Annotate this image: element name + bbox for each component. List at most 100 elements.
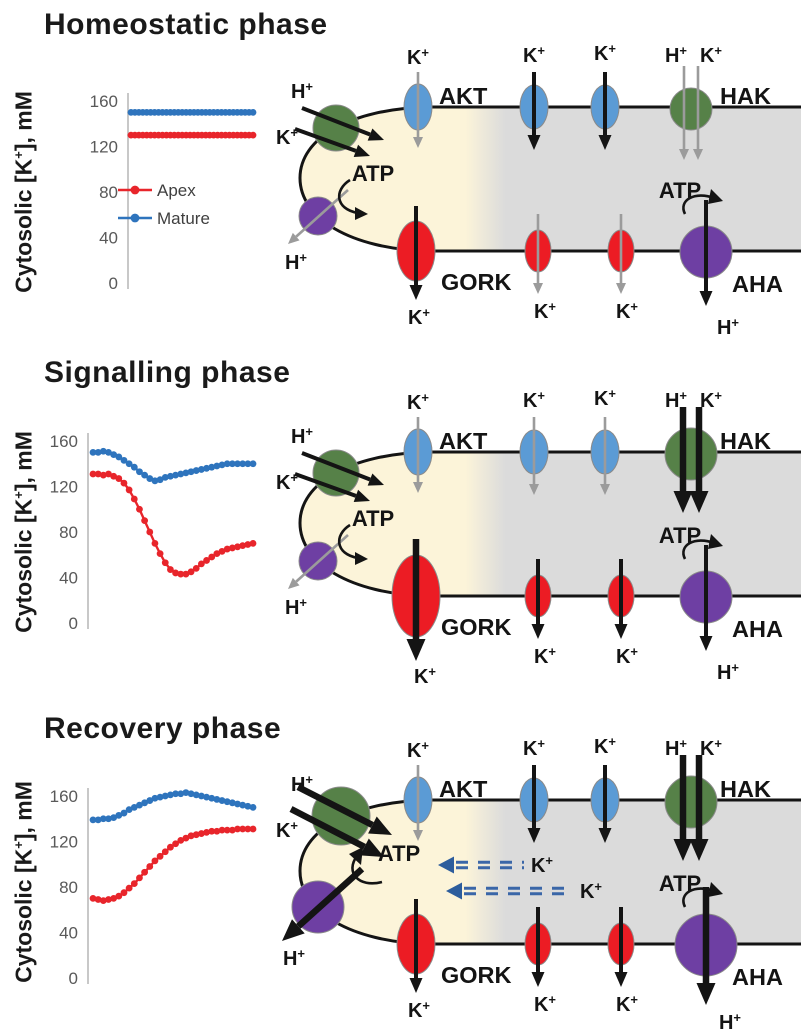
hak-mature: [664, 775, 718, 829]
flux-arrows: [282, 755, 716, 1005]
svg-text:K+: K+: [276, 125, 298, 149]
svg-text:H+: H+: [665, 43, 687, 67]
chart-recovery: 160 120 80 40 0: [50, 787, 257, 988]
aha-label: AHA: [732, 271, 783, 297]
plasma-membrane: [298, 798, 801, 946]
legend-label: Mature: [157, 209, 210, 228]
svg-text:H+: H+: [291, 772, 313, 796]
svg-text:ATP: ATP: [352, 161, 394, 186]
k-translocation-arrows: [438, 856, 574, 900]
series-mature: [127, 108, 257, 116]
svg-text:H+: H+: [717, 660, 739, 684]
akt-label: AKT: [439, 776, 488, 802]
y-tick-label: 0: [69, 969, 78, 988]
akt-label: AKT: [439, 83, 488, 109]
svg-text:K+: K+: [523, 43, 545, 67]
hak-label: HAK: [720, 428, 771, 454]
y-tick-label: 40: [59, 924, 78, 943]
diagram-homeostatic-root-cell: K+ K+ K+ H+ K+ H+ K+ H+ ATP ATP K+ K+ K+ H+ AKT HAK GORK…: [276, 41, 801, 339]
panel-homeostatic: Homeostatic phase Cytosolic [K+], mM 160…: [0, 0, 801, 340]
flux-arrows: [288, 407, 713, 661]
y-tick-label: 120: [90, 138, 118, 157]
svg-text:K+: K+: [594, 41, 616, 65]
svg-text:K+: K+: [534, 299, 556, 323]
panel-title-signalling: Signalling phase: [44, 356, 291, 389]
svg-text:H+: H+: [719, 1010, 741, 1031]
svg-text:ATP: ATP: [378, 841, 420, 866]
y-tick-label: 120: [50, 833, 78, 852]
y-tick-label: 160: [90, 92, 118, 111]
svg-text:K+: K+: [534, 992, 556, 1016]
svg-text:H+: H+: [283, 946, 305, 970]
svg-text:K+: K+: [408, 998, 430, 1022]
chart-signalling: 160 120 80 40 0: [50, 432, 257, 633]
flux-arrows: [288, 66, 713, 306]
y-tick-label: 160: [50, 432, 78, 451]
svg-text:H+: H+: [665, 736, 687, 760]
svg-text:H+: H+: [285, 250, 307, 274]
svg-text:K+: K+: [407, 738, 429, 762]
atp-hydrolysis-arrows: [349, 847, 723, 908]
hak-mature: [669, 87, 713, 131]
svg-text:K+: K+: [523, 388, 545, 412]
svg-text:K+: K+: [408, 305, 430, 329]
k-translocation-label: K+: [531, 853, 553, 877]
svg-text:K+: K+: [700, 388, 722, 412]
svg-text:K+: K+: [616, 992, 638, 1016]
svg-text:H+: H+: [285, 595, 307, 619]
svg-text:K+: K+: [534, 644, 556, 668]
diagram-labels: K+ K+ K+ H+ K+ H+ K+ H+ ATP ATP K+ K+ K+ H+ AKT HAK GORK…: [276, 41, 783, 339]
y-tick-label: 160: [50, 787, 78, 806]
svg-text:K+: K+: [276, 470, 298, 494]
akt-label: AKT: [439, 428, 488, 454]
svg-text:K+: K+: [276, 818, 298, 842]
panel-recovery: Recovery phase Cytosolic [K+], mM 160 120…: [0, 690, 801, 1031]
svg-text:H+: H+: [665, 388, 687, 412]
chart-legend: Apex Mature: [118, 181, 210, 228]
y-tick-label: 40: [99, 229, 118, 248]
svg-text:H+: H+: [291, 79, 313, 103]
root-cell-body: [300, 107, 801, 251]
diagram-labels: K+ K+ K+ H+ K+ H+ K+ H+ ATP ATP K+ K+ K+ H+ AKT HAK GORK…: [276, 386, 783, 688]
svg-text:H+: H+: [291, 424, 313, 448]
gork-label: GORK: [441, 614, 512, 640]
hak-label: HAK: [720, 83, 771, 109]
aha-label: AHA: [732, 964, 783, 990]
aha-label: AHA: [732, 616, 783, 642]
series-mature: [89, 447, 257, 485]
svg-text:K+: K+: [407, 45, 429, 69]
chart-homeostatic: 160 120 80 40 0 Apex Mature: [90, 92, 257, 293]
plasma-membrane: [298, 105, 801, 253]
atp-hydrolysis-arrows: [338, 523, 723, 565]
series-apex: [127, 131, 257, 139]
svg-text:K+: K+: [594, 734, 616, 758]
y-tick-label: 80: [59, 523, 78, 542]
svg-text:ATP: ATP: [659, 871, 701, 896]
panel-title-recovery: Recovery phase: [44, 712, 282, 745]
y-tick-label: 40: [59, 569, 78, 588]
series-mature: [89, 789, 257, 824]
svg-text:K+: K+: [700, 43, 722, 67]
svg-text:ATP: ATP: [352, 506, 394, 531]
y-tick-label: 0: [69, 614, 78, 633]
y-tick-label: 80: [99, 183, 118, 202]
y-tick-label: 120: [50, 478, 78, 497]
hak-label: HAK: [720, 776, 771, 802]
diagram-recovery-root-cell: K+ K+ K+ K+ K+ H+ K+ H+ K+ H+ ATP ATP K+ K+ K+ H+ AKT HAK…: [276, 734, 801, 1031]
y-tick-label: 0: [109, 274, 118, 293]
k-translocation-label: K+: [580, 879, 602, 903]
svg-text:K+: K+: [523, 736, 545, 760]
svg-text:H+: H+: [717, 315, 739, 339]
gork-label: GORK: [441, 962, 512, 988]
gork-label: GORK: [441, 269, 512, 295]
hak-mature: [664, 427, 718, 481]
diagram-signalling-root-cell: K+ K+ K+ H+ K+ H+ K+ H+ ATP ATP K+ K+ K+ H+ AKT HAK GORK…: [276, 386, 801, 688]
svg-text:K+: K+: [594, 386, 616, 410]
plasma-membrane: [298, 450, 801, 598]
atp-hydrolysis-arrows: [338, 178, 723, 220]
diagram-labels: K+ K+ K+ K+ K+ H+ K+ H+ K+ H+ ATP ATP K+ K+ K+ H+ AKT HAK…: [276, 734, 783, 1031]
svg-text:K+: K+: [700, 736, 722, 760]
panel-signalling: Signalling phase Cytosolic [K+], mM 160 1…: [0, 340, 801, 690]
svg-text:K+: K+: [616, 644, 638, 668]
